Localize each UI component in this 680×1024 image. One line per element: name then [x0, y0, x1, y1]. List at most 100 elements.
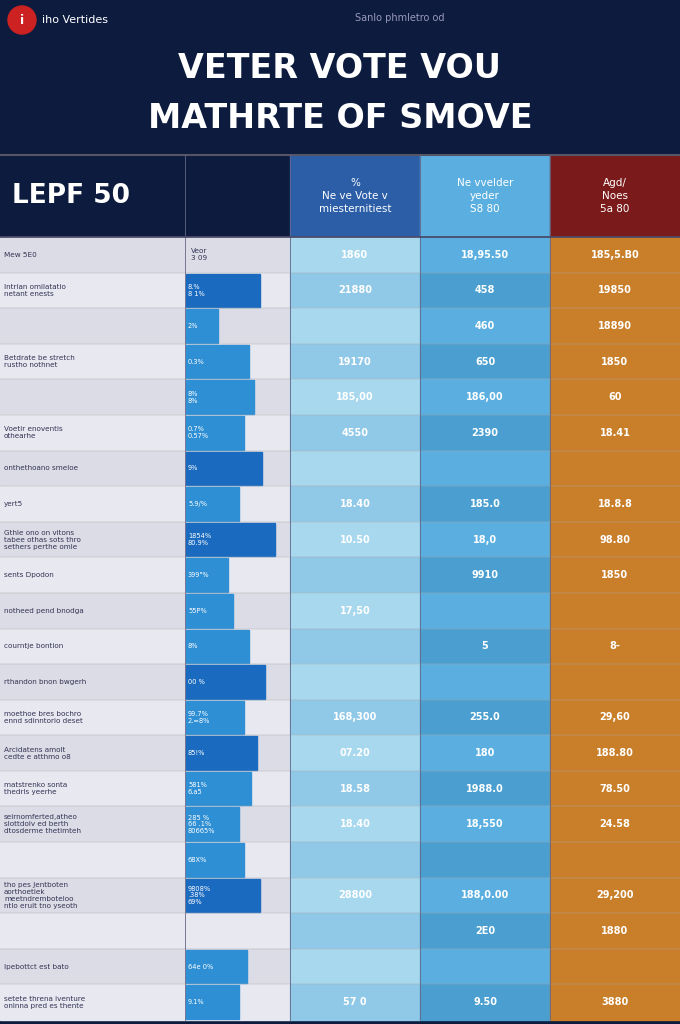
Text: 18.40: 18.40	[339, 819, 371, 829]
Text: %
Ne ve Vote v
miesternitiest: % Ne ve Vote v miesternitiest	[319, 178, 391, 214]
Bar	[550, 415, 680, 451]
Bar	[420, 415, 550, 451]
Bar	[186, 630, 249, 664]
Text: 1860: 1860	[341, 250, 369, 260]
Bar	[290, 272, 420, 308]
Bar	[0, 486, 290, 521]
Text: 19850: 19850	[598, 286, 632, 295]
Bar	[420, 949, 550, 984]
Bar	[0, 237, 290, 272]
Bar	[290, 913, 420, 949]
Bar	[420, 593, 550, 629]
Text: 0.3%: 0.3%	[188, 358, 205, 365]
Bar	[290, 593, 420, 629]
Text: moethoe bres bochro
ennd sdinntorio deset: moethoe bres bochro ennd sdinntorio dese…	[4, 711, 83, 724]
Text: Arcidatens amolt
cedte e atthmo o8: Arcidatens amolt cedte e atthmo o8	[4, 746, 71, 760]
Bar	[290, 415, 420, 451]
Bar	[420, 379, 550, 415]
Text: 19170: 19170	[338, 356, 372, 367]
Text: 18.58: 18.58	[339, 783, 371, 794]
Text: 29,60: 29,60	[600, 713, 630, 723]
Text: tho pes Jentboten
aorthoetiek
meetndremboteloo
ntlo eruit tno yseoth: tho pes Jentboten aorthoetiek meetndremb…	[4, 882, 78, 909]
Bar	[0, 949, 290, 984]
Text: rthandon bnon bwgerh: rthandon bnon bwgerh	[4, 679, 86, 685]
Bar	[0, 415, 290, 451]
Text: 9910: 9910	[471, 570, 498, 581]
Bar	[0, 771, 290, 807]
Text: 185.0: 185.0	[470, 499, 500, 509]
Bar	[550, 237, 680, 272]
Bar	[290, 949, 420, 984]
Bar	[186, 273, 260, 307]
Bar	[550, 842, 680, 878]
Bar	[290, 629, 420, 665]
Text: 18,95.50: 18,95.50	[461, 250, 509, 260]
Bar	[420, 878, 550, 913]
Bar	[0, 629, 290, 665]
Text: 5.9/%: 5.9/%	[188, 501, 207, 507]
Text: 399"%: 399"%	[188, 572, 209, 579]
Text: 460: 460	[475, 321, 495, 331]
Text: 285 %
66 .1%
80665%: 285 % 66 .1% 80665%	[188, 814, 216, 834]
Text: 18.41: 18.41	[600, 428, 630, 437]
Text: 18.8.8: 18.8.8	[598, 499, 632, 509]
Text: onthethoano smeloe: onthethoano smeloe	[4, 465, 78, 471]
Bar	[420, 237, 550, 272]
Bar	[186, 736, 258, 770]
Text: 180: 180	[475, 749, 495, 758]
Text: 1850: 1850	[601, 356, 628, 367]
Bar	[290, 237, 420, 272]
Text: Ipebottct est bato: Ipebottct est bato	[4, 964, 69, 970]
Circle shape	[8, 6, 36, 34]
Text: 60: 60	[608, 392, 622, 402]
Text: Intrian omilatatio
netant enests: Intrian omilatatio netant enests	[4, 284, 66, 297]
Text: 68X%: 68X%	[188, 857, 207, 863]
Text: 8%
8%: 8% 8%	[188, 391, 199, 403]
Text: 9808%
.38%
69%: 9808% .38% 69%	[188, 886, 211, 905]
Bar	[420, 155, 550, 237]
Bar	[420, 451, 550, 486]
Bar	[186, 879, 260, 912]
Bar	[550, 486, 680, 521]
Bar	[420, 557, 550, 593]
Text: 650: 650	[475, 356, 495, 367]
Text: 0.7%
0.57%: 0.7% 0.57%	[188, 426, 209, 439]
Bar	[186, 380, 254, 414]
Text: 3880: 3880	[601, 997, 628, 1008]
Text: 1850: 1850	[601, 570, 628, 581]
Bar	[290, 735, 420, 771]
Bar	[0, 308, 290, 344]
Bar	[186, 700, 243, 734]
Text: 10.50: 10.50	[339, 535, 371, 545]
Bar	[186, 843, 243, 877]
Bar	[0, 984, 290, 1020]
Bar	[550, 699, 680, 735]
Bar	[550, 735, 680, 771]
Text: 188.80: 188.80	[596, 749, 634, 758]
Text: 1988.0: 1988.0	[466, 783, 504, 794]
Text: 186,00: 186,00	[466, 392, 504, 402]
Text: 21880: 21880	[338, 286, 372, 295]
Text: Veor
3 09: Veor 3 09	[191, 248, 207, 261]
Bar	[550, 984, 680, 1020]
Text: Agd/
Noes
5a 80: Agd/ Noes 5a 80	[600, 178, 630, 214]
Bar	[0, 379, 290, 415]
Bar	[290, 451, 420, 486]
Text: iho Vertides: iho Vertides	[42, 15, 108, 25]
Bar	[290, 842, 420, 878]
Bar	[420, 771, 550, 807]
Bar	[0, 699, 290, 735]
Text: 185,00: 185,00	[336, 392, 374, 402]
Text: sents Dpodon: sents Dpodon	[4, 572, 54, 579]
Text: 1880: 1880	[601, 926, 628, 936]
Bar	[0, 451, 290, 486]
Text: matstrenko sonta
thedrls yeerhe: matstrenko sonta thedrls yeerhe	[4, 782, 67, 796]
Text: Mew 5E0: Mew 5E0	[4, 252, 37, 258]
Bar	[550, 155, 680, 237]
Text: 28800: 28800	[338, 891, 372, 900]
Bar	[186, 985, 239, 1019]
Bar	[420, 486, 550, 521]
Bar	[550, 593, 680, 629]
Bar	[420, 629, 550, 665]
Bar	[550, 807, 680, 842]
